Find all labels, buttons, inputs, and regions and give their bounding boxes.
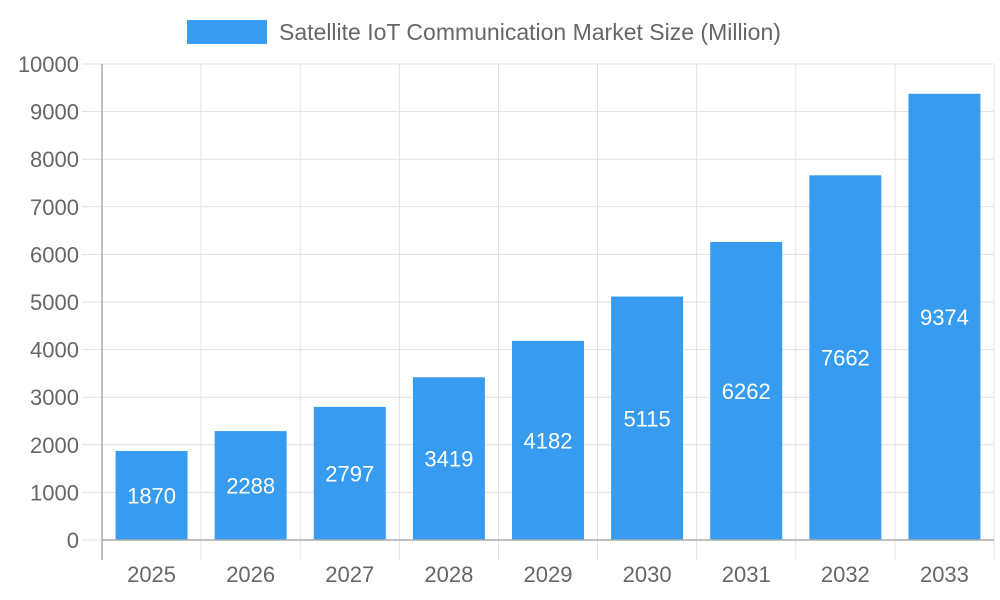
data-label: 9374 bbox=[920, 305, 969, 330]
y-tick-label: 3000 bbox=[30, 385, 79, 410]
data-label: 2797 bbox=[325, 461, 374, 486]
bar bbox=[313, 406, 386, 540]
y-tick-label: 2000 bbox=[30, 433, 79, 458]
data-label: 6262 bbox=[722, 379, 771, 404]
x-tick-label: 2026 bbox=[226, 562, 275, 587]
x-tick-label: 2027 bbox=[325, 562, 374, 587]
bar bbox=[412, 377, 485, 540]
legend[interactable]: Satellite IoT Communication Market Size … bbox=[187, 19, 781, 45]
data-label: 3419 bbox=[424, 447, 473, 472]
x-tick-label: 2025 bbox=[127, 562, 176, 587]
bar bbox=[214, 431, 287, 540]
bar bbox=[710, 241, 783, 540]
data-label: 7662 bbox=[821, 346, 870, 371]
bar bbox=[611, 296, 684, 540]
legend-swatch bbox=[187, 20, 267, 44]
bars: 1870 2288 2797 3419 4182 5115 6262 7662 9374 bbox=[115, 93, 981, 540]
x-tick-label: 2028 bbox=[424, 562, 473, 587]
y-tick-label: 5000 bbox=[30, 290, 79, 315]
y-tick-label: 1000 bbox=[30, 480, 79, 505]
x-tick-label: 2030 bbox=[623, 562, 672, 587]
y-tick-label: 7000 bbox=[30, 195, 79, 220]
x-tick-label: 2031 bbox=[722, 562, 771, 587]
bar bbox=[809, 175, 882, 540]
y-tick-label: 6000 bbox=[30, 242, 79, 267]
bar bbox=[908, 93, 981, 540]
x-tick-label: 2032 bbox=[821, 562, 870, 587]
y-tick-label: 8000 bbox=[30, 147, 79, 172]
data-label: 1870 bbox=[127, 483, 176, 508]
legend-label: Satellite IoT Communication Market Size … bbox=[279, 19, 781, 45]
data-label: 4182 bbox=[524, 428, 573, 453]
y-tick-label: 0 bbox=[67, 528, 79, 553]
axes: 0 1000 2000 3000 4000 5000 6000 7000 8000 9000 100… bbox=[18, 52, 994, 587]
y-tick-label: 4000 bbox=[30, 338, 79, 363]
x-tick-label: 2033 bbox=[920, 562, 969, 587]
y-tick-label: 10000 bbox=[18, 52, 79, 77]
x-tick-label: 2029 bbox=[524, 562, 573, 587]
data-label: 5115 bbox=[623, 406, 670, 431]
bar bbox=[115, 450, 188, 540]
data-label: 2288 bbox=[226, 474, 275, 499]
bar bbox=[512, 340, 584, 540]
y-tick-label: 9000 bbox=[30, 100, 79, 125]
